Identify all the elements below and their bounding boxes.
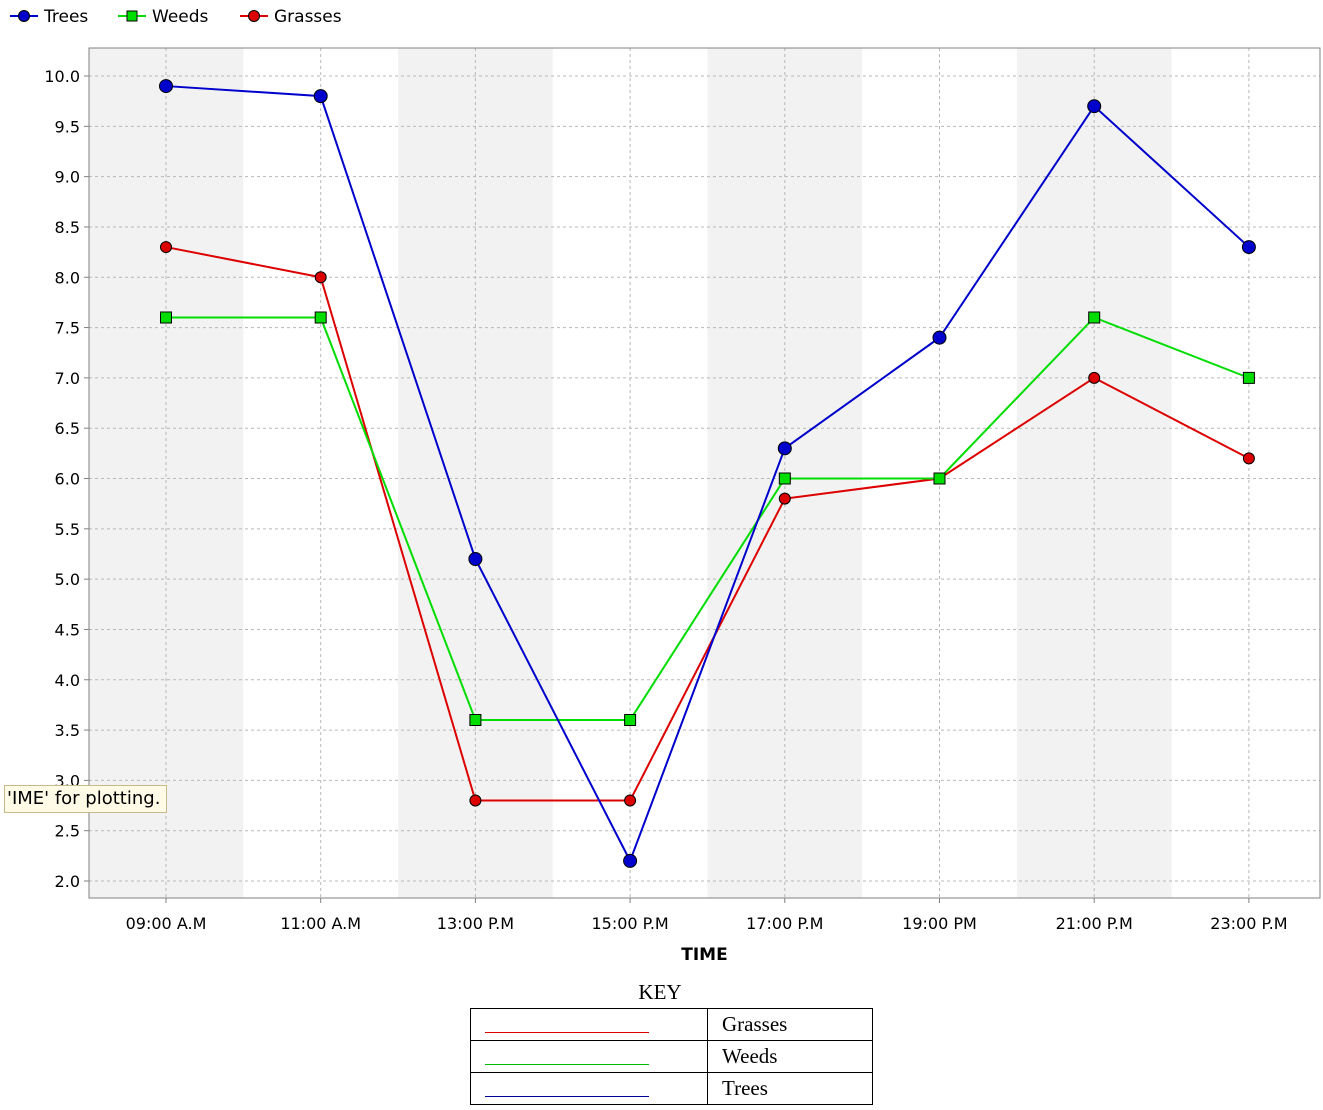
series-markers (159, 79, 1256, 868)
data-point-grasses (314, 271, 327, 284)
legend-marker (248, 10, 260, 22)
line-chart: 2.02.53.03.54.04.55.05.56.06.57.07.58.08… (10, 7, 1321, 965)
series-line-grasses (165, 246, 1250, 802)
tooltip: 'IME' for plotting. (4, 785, 168, 813)
legend-label-grasses: Grasses (274, 7, 342, 27)
legend-label-weeds: Weeds (152, 7, 209, 27)
key-swatch (470, 1008, 708, 1041)
y-tick-label: 2.5 (55, 822, 80, 841)
data-point-weeds (314, 311, 327, 324)
data-point-weeds (1088, 311, 1101, 324)
y-tick-label: 6.0 (55, 470, 80, 489)
key-row: Weeds (470, 1040, 873, 1073)
key-row: Trees (470, 1072, 873, 1105)
x-tick-label: 19:00 PM (902, 914, 977, 933)
key-table: Grasses Weeds Trees (470, 1008, 873, 1105)
data-point-weeds (624, 714, 637, 726)
series-line-trees (165, 85, 1250, 864)
key-label: Grasses (707, 1008, 873, 1041)
data-point-trees (623, 853, 638, 868)
x-tick-label: 15:00 P.M (591, 914, 668, 933)
y-tick-label: 10.0 (44, 67, 80, 86)
x-tick-label: 13:00 P.M (437, 914, 514, 933)
legend-label-trees: Trees (43, 7, 88, 27)
legend-marker (18, 10, 30, 22)
y-tick-label: 5.5 (55, 520, 80, 539)
key-swatch (470, 1072, 708, 1105)
y-tick-label: 2.0 (55, 872, 80, 891)
y-tick-label: 4.0 (55, 671, 80, 690)
data-point-grasses (778, 492, 791, 505)
y-tick-label: 7.5 (55, 319, 80, 338)
data-point-grasses (624, 794, 637, 807)
data-point-trees (313, 89, 328, 104)
x-tick-label: 21:00 P.M (1056, 914, 1133, 933)
data-point-trees (1087, 99, 1102, 114)
key-row: Grasses (470, 1008, 873, 1041)
key-line-weeds (485, 1064, 649, 1065)
key-line-trees (485, 1096, 649, 1097)
y-tick-label: 7.0 (55, 369, 80, 388)
y-tick-label: 3.5 (55, 721, 80, 740)
key-label: Weeds (707, 1040, 873, 1073)
axes: 2.02.53.03.54.04.55.05.56.06.57.07.58.08… (44, 67, 1287, 933)
data-point-grasses (1242, 452, 1255, 465)
x-tick-label: 17:00 P.M (746, 914, 823, 933)
legend-marker (126, 10, 138, 22)
x-tick-label: 09:00 A.M (126, 914, 207, 933)
data-point-trees (159, 79, 173, 94)
data-point-grasses (469, 794, 482, 807)
x-tick-label: 11:00 A.M (280, 914, 361, 933)
key-title: KEY (638, 980, 682, 1004)
plot-area (88, 47, 1321, 899)
legend: Trees Weeds Grasses (10, 7, 342, 27)
key-label: Trees (707, 1072, 873, 1105)
y-tick-label: 6.5 (55, 419, 80, 438)
data-point-trees (1241, 240, 1256, 255)
alternating-bands (89, 48, 1172, 898)
y-tick-label: 9.0 (55, 168, 80, 187)
x-tick-label: 23:00 P.M (1210, 914, 1287, 933)
series-lines (165, 85, 1250, 864)
data-point-weeds (469, 714, 482, 726)
data-point-trees (932, 330, 947, 345)
data-point-weeds (933, 472, 946, 485)
y-tick-label: 9.5 (55, 117, 80, 136)
key-line-grasses (485, 1032, 649, 1033)
data-point-grasses (1088, 371, 1101, 384)
data-point-trees (468, 552, 483, 566)
series-line-weeds (166, 316, 1250, 721)
y-tick-label: 5.0 (55, 570, 80, 589)
y-tick-label: 8.5 (55, 218, 80, 237)
gridlines (89, 48, 1320, 898)
y-tick-label: 4.5 (55, 620, 80, 639)
y-tick-label: 8.0 (55, 268, 80, 287)
data-point-grasses (160, 241, 172, 254)
data-point-weeds (1242, 371, 1255, 384)
x-axis-title: TIME (681, 945, 727, 965)
data-point-trees (777, 441, 792, 456)
data-point-weeds (778, 472, 791, 485)
data-point-weeds (160, 311, 172, 324)
key-swatch (470, 1040, 708, 1073)
